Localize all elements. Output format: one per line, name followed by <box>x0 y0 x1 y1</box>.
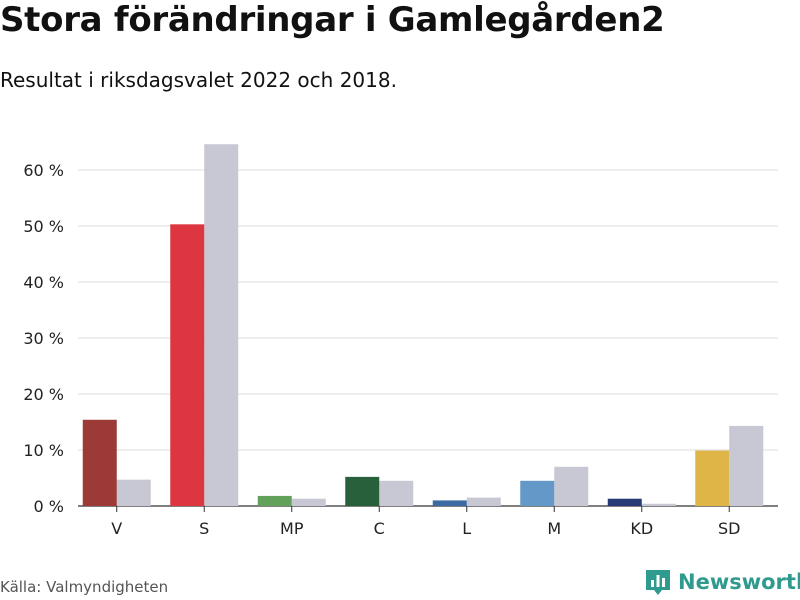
bar-2022-sd <box>695 450 730 506</box>
y-tick-label: 40 % <box>23 273 64 292</box>
bar-chart-icon <box>646 570 670 595</box>
bar-2022-v <box>82 419 117 506</box>
source-note: Källa: Valmyndigheten <box>0 578 169 596</box>
bar-2018-s <box>204 144 239 507</box>
bar-2018-v <box>116 479 151 506</box>
y-tick-label: 10 % <box>23 441 64 460</box>
x-tick-label: KD <box>630 519 653 538</box>
y-tick-label: 0 % <box>34 497 64 516</box>
x-tick-label: L <box>462 519 471 538</box>
bar-2022-c <box>345 476 380 506</box>
brand-name: Newsworthy <box>678 570 800 594</box>
brand-logo: Newsworthy <box>644 568 800 596</box>
bar-2022-kd <box>607 498 642 506</box>
x-tick-label: SD <box>718 519 740 538</box>
chart-title: Stora förändringar i Gamlegården2 <box>0 0 665 40</box>
y-tick-label: 60 % <box>23 161 64 180</box>
x-tick-label: C <box>374 519 385 538</box>
y-tick-label: 20 % <box>23 385 64 404</box>
bar-2022-s <box>170 224 205 506</box>
bar-2018-c <box>379 480 414 506</box>
bar-chart: 0 % 10 % 20 % 30 % 40 % 50 % 60 % V S MP C L M KD SD <box>23 144 778 538</box>
x-tick-label: MP <box>280 519 304 538</box>
bar-2018-kd <box>641 503 676 506</box>
bar-2022-m <box>520 480 555 506</box>
y-axis-ticks: 0 % 10 % 20 % 30 % 40 % 50 % 60 % <box>23 161 64 516</box>
bar-2022-l <box>432 500 467 506</box>
x-tick-label: S <box>199 519 209 538</box>
y-tick-label: 50 % <box>23 217 64 236</box>
x-tick-label: V <box>111 519 122 538</box>
bar-2018-l <box>466 497 501 506</box>
bar-2018-m <box>554 466 589 506</box>
chart-subtitle: Resultat i riksdagsvalet 2022 och 2018. <box>0 68 397 92</box>
bar-2018-sd <box>729 425 764 506</box>
x-tick-label: M <box>547 519 561 538</box>
bar-2018-mp <box>291 498 326 506</box>
bar-2022-mp <box>257 495 292 506</box>
bars <box>82 144 764 507</box>
x-axis-labels: V S MP C L M KD SD <box>111 506 740 538</box>
y-tick-label: 30 % <box>23 329 64 348</box>
